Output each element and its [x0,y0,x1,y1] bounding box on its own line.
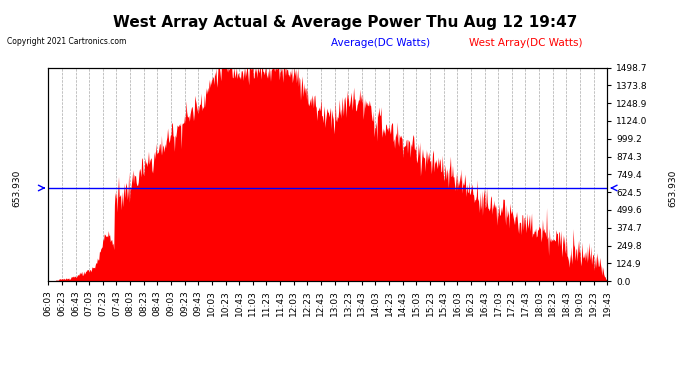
Text: West Array Actual & Average Power Thu Aug 12 19:47: West Array Actual & Average Power Thu Au… [112,15,578,30]
Text: West Array(DC Watts): West Array(DC Watts) [469,38,582,48]
Text: 653.930: 653.930 [12,169,22,207]
Text: Copyright 2021 Cartronics.com: Copyright 2021 Cartronics.com [7,38,126,46]
Text: 653.930: 653.930 [668,169,678,207]
Text: Average(DC Watts): Average(DC Watts) [331,38,431,48]
